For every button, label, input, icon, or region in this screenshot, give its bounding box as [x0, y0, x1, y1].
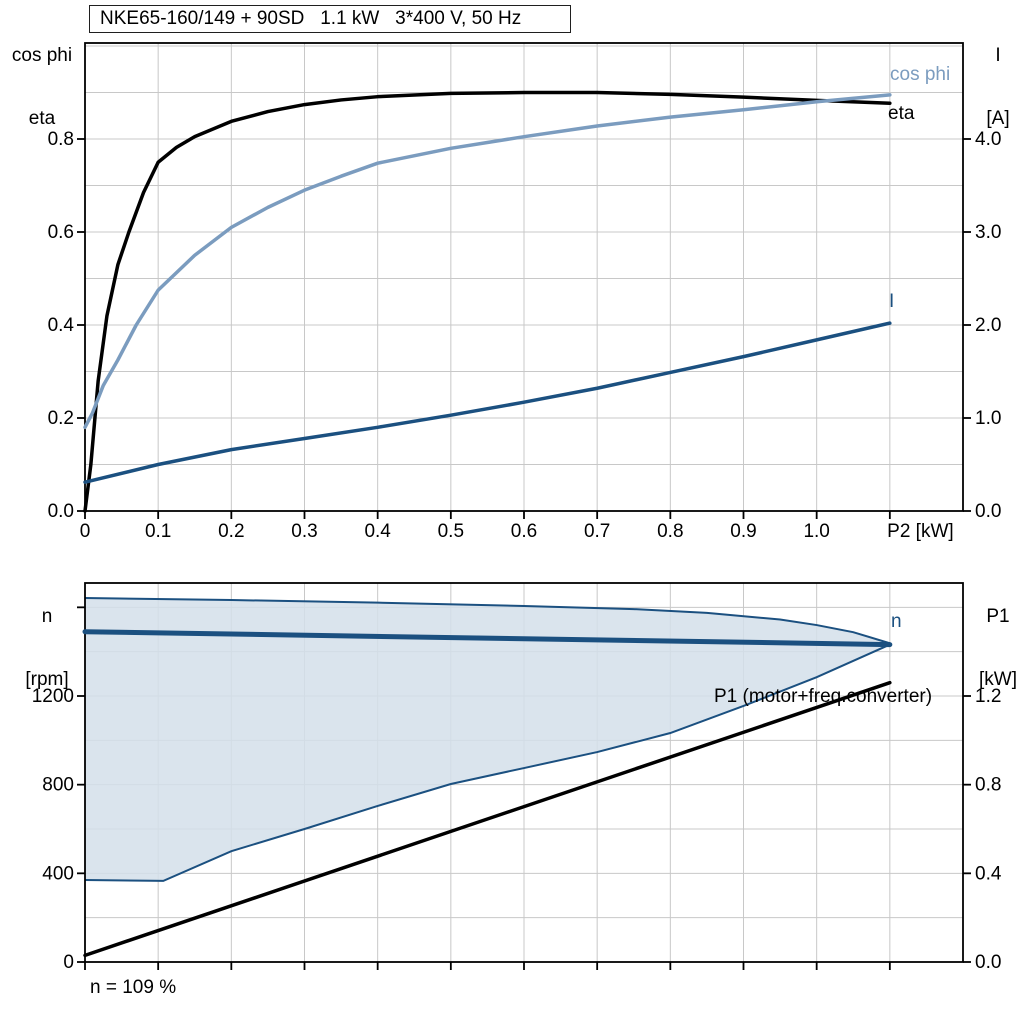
bottom-right-axis-title: P1 [kW]: [972, 564, 1024, 732]
right-tick-label: 3.0: [975, 222, 1001, 243]
right-tick-label: 0.0: [975, 952, 1001, 973]
min-speed-boundary-line: [84, 643, 891, 882]
right-tick-label: 1.2: [975, 686, 1001, 707]
left-tick-label: 0: [63, 952, 74, 973]
axis-title-speed-unit: [rpm]: [25, 669, 69, 690]
bottom-chart: 0 400 800 1200 0.0 0.4 0.8 1.2: [32, 582, 1002, 973]
x-tick-label: 0.5: [438, 521, 464, 542]
left-tick-label: 0.6: [48, 222, 74, 243]
bottom-left-axis-title: n [rpm]: [16, 564, 78, 732]
left-tick-label: 0.0: [48, 501, 74, 522]
p1-motor-freq-converter-curve: [83, 680, 892, 958]
speed-curve-label: n: [891, 611, 902, 632]
x-tick-label: 0.4: [364, 521, 391, 542]
axis-title-speed: n: [41, 606, 53, 627]
axis-title-eta: eta: [28, 108, 56, 129]
speed-percentage-note: n = 109 %: [90, 977, 177, 998]
current-curve-label: I: [889, 291, 895, 312]
cos-phi-curve: [83, 93, 892, 430]
speed-control-range-area: [85, 598, 890, 881]
eta-curve-label: eta: [888, 103, 915, 124]
axis-title-p1-unit: [kW]: [979, 669, 1017, 690]
right-tick-label: 2.0: [975, 315, 1001, 336]
x-axis-label: P2 [kW]: [887, 521, 954, 542]
p1-curve-label: P1 (motor+freq.converter): [714, 686, 933, 707]
left-tick-label: 1200: [32, 686, 74, 707]
axis-title-current: I: [995, 45, 1001, 66]
left-tick-label: 800: [42, 775, 74, 796]
left-tick-label: 0.8: [48, 129, 74, 150]
max-speed-boundary-line: [84, 597, 891, 645]
x-tick-label: 0.1: [145, 521, 171, 542]
x-tick-label: 1.0: [803, 521, 829, 542]
left-tick-label: 0.2: [48, 408, 74, 429]
top-right-axis-title: I [A]: [976, 3, 1020, 171]
x-tick-label: 0.6: [511, 521, 537, 542]
right-tick-label: 1.0: [975, 408, 1001, 429]
axis-title-cos-phi: cos phi: [11, 45, 73, 66]
x-tick-label: 0.8: [657, 521, 683, 542]
i-curve: [83, 321, 892, 484]
right-tick-label: 4.0: [975, 129, 1001, 150]
n-curve: [82, 629, 893, 648]
x-tick-label: 0.2: [218, 521, 244, 542]
axis-title-current-unit: [A]: [986, 108, 1010, 129]
eta-curve: [83, 90, 892, 513]
right-tick-label: 0.4: [975, 863, 1002, 884]
cos-phi-curve-label: cos phi: [890, 64, 951, 85]
x-tick-label: 0: [80, 521, 91, 542]
right-tick-label: 0.0: [975, 501, 1001, 522]
top-chart: 0.0 0.2 0.4 0.6 0.8 0.0 1.0 2.0 3.0 4.0 0 0.1 0.2 0.3…: [48, 42, 1001, 542]
axis-title-p1: P1: [986, 606, 1010, 627]
left-tick-label: 0.4: [48, 315, 75, 336]
x-tick-label: 0.7: [584, 521, 610, 542]
left-tick-label: 400: [42, 863, 74, 884]
x-tick-label: 0.3: [291, 521, 317, 542]
top-left-axis-title: cos phi eta: [6, 3, 78, 171]
x-tick-label: 0.9: [730, 521, 756, 542]
chart-title-box: NKE65-160/149 + 90SD 1.1 kW 3*400 V, 50 …: [89, 5, 571, 33]
right-tick-label: 0.8: [975, 775, 1001, 796]
